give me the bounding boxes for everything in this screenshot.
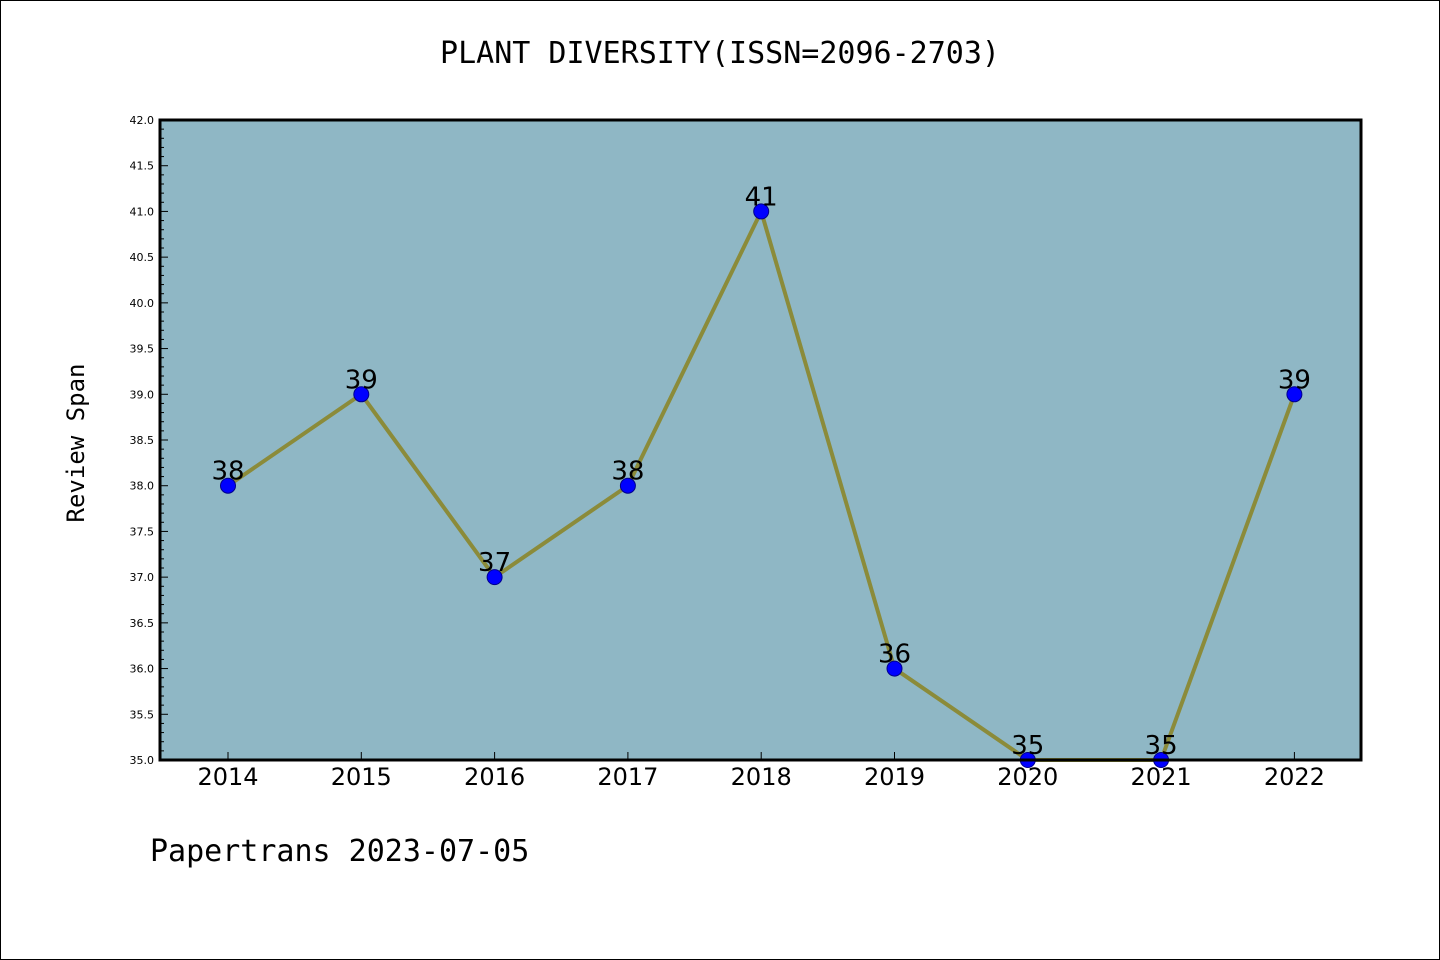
x-tick-label: 2018: [731, 763, 792, 791]
data-point-marker: [353, 386, 370, 403]
y-tick-label: 38.5: [130, 434, 155, 447]
data-point-marker: [753, 203, 770, 220]
data-point-marker: [886, 660, 903, 677]
y-tick-label: 42.0: [130, 114, 155, 127]
y-tick-label: 41.0: [130, 205, 155, 218]
y-tick-label: 39.5: [130, 343, 155, 356]
data-point-label: 35: [1011, 731, 1044, 761]
data-point-marker: [220, 477, 236, 494]
y-tick-label: 40.5: [130, 251, 155, 264]
data-labels: 38 39 37 38 41 36 35 35 39: [211, 182, 1310, 761]
x-tick-label: 2016: [464, 763, 525, 791]
y-tick-label: 36.5: [130, 617, 155, 630]
data-point-label: 36: [878, 640, 911, 670]
data-point-label: 41: [745, 182, 778, 212]
y-tick-label: 38.0: [130, 480, 155, 493]
y-tick-label: 39.0: [130, 388, 155, 401]
data-point-label: 39: [345, 365, 378, 395]
data-point-marker: [1286, 386, 1303, 403]
data-point-marker: [486, 569, 503, 586]
plot-area: [160, 120, 1361, 760]
data-point-label: 38: [611, 457, 644, 487]
footer-text: Papertrans 2023-07-05: [150, 834, 530, 869]
data-point-marker: [619, 477, 636, 494]
x-tick-label: 2014: [197, 763, 258, 791]
y-axis: 35.0 35.5 36.0 36.5 37.0 37.5 38.0 38.5 39.0 39.5…: [130, 114, 168, 767]
y-tick-label: 41.5: [130, 160, 155, 173]
x-tick-label: 2019: [864, 763, 925, 791]
data-point-label: 35: [1145, 731, 1178, 761]
data-point-label: 39: [1278, 365, 1311, 395]
data-point-label: 38: [211, 457, 244, 487]
y-tick-label: 37.5: [130, 525, 155, 538]
y-tick-label: 40.0: [130, 297, 155, 310]
y-tick-label: 35.0: [130, 754, 155, 767]
x-tick-label: 2022: [1264, 763, 1325, 791]
y-tick-label: 35.5: [130, 708, 155, 721]
y-tick-label: 37.0: [130, 571, 155, 584]
y-tick-label: 36.0: [130, 663, 155, 676]
x-tick-label: 2017: [597, 763, 658, 791]
chart-title: PLANT DIVERSITY(ISSN=2096-2703): [440, 36, 1000, 71]
data-point-label: 37: [478, 548, 511, 578]
x-tick-label: 2015: [331, 763, 392, 791]
plot-border: [158, 118, 1363, 762]
